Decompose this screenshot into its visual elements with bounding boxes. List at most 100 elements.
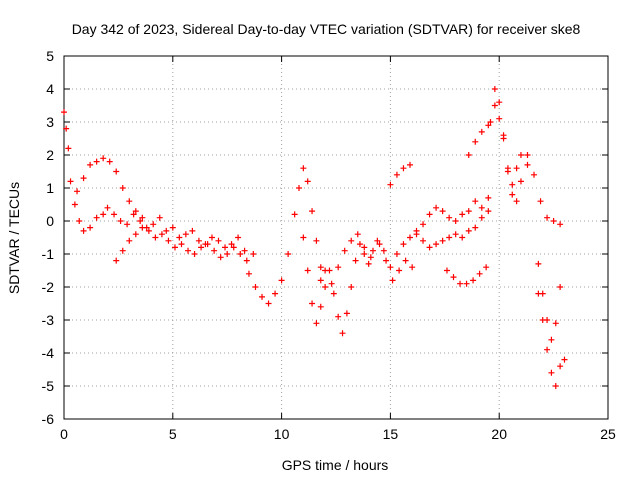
data-point xyxy=(365,260,372,267)
data-point xyxy=(476,270,483,277)
data-point xyxy=(361,244,368,251)
series-track-l xyxy=(535,260,564,343)
data-point xyxy=(557,284,564,290)
data-point xyxy=(513,198,520,205)
data-point xyxy=(163,227,170,234)
data-point xyxy=(443,267,450,274)
data-point xyxy=(74,188,81,195)
data-point xyxy=(278,277,285,284)
data-point xyxy=(124,221,131,228)
data-point xyxy=(406,234,413,241)
data-point xyxy=(237,251,244,257)
data-point xyxy=(304,178,311,185)
data-point xyxy=(285,251,292,257)
data-point xyxy=(80,227,87,234)
data-point xyxy=(65,145,72,152)
data-point xyxy=(80,175,87,182)
series-track-c xyxy=(113,224,257,264)
data-point xyxy=(156,214,163,221)
data-point xyxy=(361,251,368,257)
data-point xyxy=(446,214,453,221)
data-point xyxy=(472,138,479,145)
data-point xyxy=(465,152,472,158)
data-point xyxy=(452,231,459,238)
data-point xyxy=(296,185,303,191)
data-point xyxy=(367,254,374,261)
data-point xyxy=(165,237,172,244)
data-point xyxy=(402,257,409,264)
data-point xyxy=(504,168,511,175)
data-point xyxy=(158,231,165,238)
data-point xyxy=(420,237,427,244)
data-point xyxy=(322,267,329,274)
data-point xyxy=(171,244,178,251)
y-tick-label: 3 xyxy=(46,114,54,130)
x-tick-label: 0 xyxy=(60,426,68,442)
plot-frame xyxy=(63,55,609,420)
data-point xyxy=(457,280,464,287)
data-point xyxy=(524,161,531,168)
data-point xyxy=(126,198,133,205)
data-point xyxy=(369,247,376,254)
data-point xyxy=(433,204,440,211)
data-point xyxy=(535,260,542,267)
data-point xyxy=(335,264,342,271)
data-point xyxy=(137,218,144,224)
grid-layer xyxy=(64,56,608,419)
y-tick-label: -5 xyxy=(42,378,55,394)
data-point xyxy=(169,224,176,231)
data-point xyxy=(208,234,215,241)
data-point xyxy=(195,237,202,244)
data-point xyxy=(383,257,390,264)
data-point xyxy=(478,128,485,135)
data-point xyxy=(496,115,503,122)
data-point xyxy=(465,227,472,234)
y-axis-label: SDTVAR / TECUs xyxy=(6,182,22,294)
data-point xyxy=(472,198,479,205)
data-point xyxy=(215,237,222,244)
data-point xyxy=(150,221,157,228)
series-track-d xyxy=(245,165,324,307)
data-point xyxy=(550,218,557,224)
y-tick-label: -4 xyxy=(42,345,55,361)
data-point xyxy=(396,267,403,274)
series-track-k xyxy=(487,86,564,228)
data-point xyxy=(204,241,211,248)
data-point xyxy=(548,336,555,343)
data-point xyxy=(459,234,466,241)
data-point xyxy=(439,237,446,244)
y-tick-label: 5 xyxy=(46,48,54,64)
data-point xyxy=(224,251,231,257)
data-point xyxy=(335,313,342,320)
data-point xyxy=(111,211,118,218)
y-tick-label: -1 xyxy=(42,246,55,262)
data-point xyxy=(459,211,466,218)
data-point xyxy=(250,251,257,257)
data-point xyxy=(535,290,542,297)
data-point xyxy=(243,257,250,264)
data-point xyxy=(100,211,107,218)
data-point xyxy=(465,208,472,215)
data-point xyxy=(339,330,346,337)
data-point xyxy=(483,264,490,271)
data-point xyxy=(380,247,387,254)
data-point xyxy=(63,125,70,132)
data-point xyxy=(509,181,516,188)
data-point xyxy=(354,231,361,238)
data-point xyxy=(304,267,311,274)
data-point xyxy=(478,214,485,221)
data-point xyxy=(228,241,235,248)
data-point xyxy=(491,86,498,92)
data-point xyxy=(252,284,259,290)
data-point xyxy=(230,244,237,251)
x-axis-label: GPS time / hours xyxy=(282,457,389,473)
y-tick-label: -6 xyxy=(42,411,55,427)
data-point xyxy=(139,214,146,221)
data-point xyxy=(517,178,524,185)
data-point xyxy=(113,257,120,264)
data-point xyxy=(330,290,337,297)
data-point xyxy=(352,257,359,264)
data-point xyxy=(393,251,400,257)
data-point xyxy=(235,234,242,241)
data-point xyxy=(87,161,94,168)
